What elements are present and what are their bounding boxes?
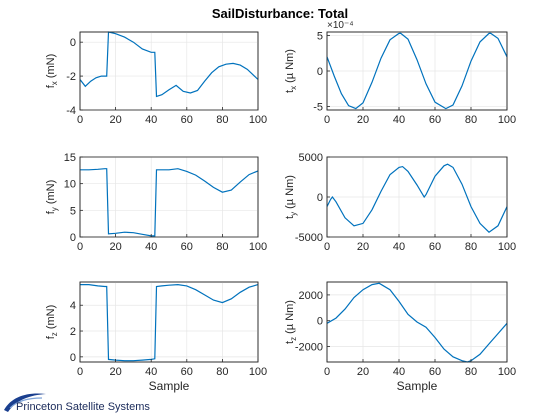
tick-label-y: 0: [70, 37, 76, 49]
exponent-label-tx: ×10⁻⁴: [327, 20, 354, 31]
tick-label-x: 0: [77, 114, 83, 126]
tick-label-x: 80: [465, 241, 477, 253]
subplot-fx: 0 20 40 60 80 100 -4 -2 0 fx (mN): [45, 31, 267, 126]
series-line-fy: [80, 168, 259, 237]
tick-label-x: 0: [324, 114, 330, 126]
tick-label-x: 80: [216, 241, 228, 253]
tick-label-y: 0: [317, 316, 323, 328]
tick-label-x: 40: [393, 241, 405, 253]
axes-frame-tz: [326, 281, 508, 363]
tick-label-x: 100: [249, 241, 267, 253]
ylabel-tz: tz (µ Nm): [284, 300, 298, 344]
tick-label-y: -5000: [295, 232, 323, 244]
tick-label-x: 80: [216, 114, 228, 126]
tick-label-y: 5000: [299, 152, 323, 164]
tick-label-x: 60: [181, 114, 193, 126]
tick-label-x: 100: [249, 366, 267, 378]
tick-label-x: 100: [249, 114, 267, 126]
series-line-fz: [80, 283, 259, 362]
tick-label-y: 15: [64, 152, 76, 164]
tick-label-y: -2: [66, 71, 76, 83]
tick-label-x: 20: [109, 241, 121, 253]
tick-label-y: 5: [70, 205, 76, 217]
tick-label-x: 60: [181, 241, 193, 253]
xlabel-fz: Sample: [149, 379, 190, 393]
axes-frame-fy: [79, 156, 259, 238]
axes-box-fz: [79, 281, 259, 363]
tick-label-x: 0: [77, 366, 83, 378]
subplot-fy: 0 20 40 60 80 100 0 5 10 15 fy (mN): [45, 152, 267, 253]
ylabel-ty: ty (µ Nm): [284, 175, 298, 219]
tick-label-x: 20: [109, 366, 121, 378]
tick-label-x: 60: [429, 114, 441, 126]
ylabel-tx: tx (µ Nm): [284, 49, 298, 93]
tick-label-x: 80: [216, 366, 228, 378]
subplot-fz: 0 20 40 60 80 100 0 2 4 fz (mN) Sample: [45, 281, 267, 393]
tick-label-y: 0: [317, 66, 323, 78]
company-logo-icon: [4, 393, 46, 412]
tick-label-y: -4: [66, 105, 76, 117]
tick-label-x: 100: [498, 366, 516, 378]
tick-label-x: 40: [393, 114, 405, 126]
tick-label-y: 2: [70, 326, 76, 338]
series-line-tz: [326, 282, 508, 363]
tick-label-x: 20: [109, 114, 121, 126]
tick-label-x: 40: [145, 114, 157, 126]
tick-label-x: 20: [357, 366, 369, 378]
tick-label-x: 0: [77, 241, 83, 253]
tick-label-y: -2000: [295, 342, 323, 354]
tick-label-x: 0: [324, 366, 330, 378]
tick-label-x: 80: [465, 114, 477, 126]
tick-label-x: 60: [181, 366, 193, 378]
axes-frame-fz: [79, 281, 259, 363]
tick-label-x: 40: [145, 366, 157, 378]
ylabel-fx: fx (mN): [45, 54, 59, 89]
tick-label-x: 20: [357, 241, 369, 253]
tick-label-x: 100: [498, 241, 516, 253]
tick-label-y: 0: [70, 352, 76, 364]
tick-label-y: 5: [317, 31, 323, 43]
xlabel-tz: Sample: [397, 379, 438, 393]
tick-label-y: -5: [313, 101, 323, 113]
series-line-tx: [326, 32, 508, 110]
tick-label-y: 0: [70, 232, 76, 244]
tick-label-y: 2000: [299, 290, 323, 302]
tick-label-y: 0: [317, 192, 323, 204]
tick-label-x: 60: [429, 241, 441, 253]
tick-label-y: 10: [64, 179, 76, 191]
axes-box-fx: [79, 31, 259, 111]
tick-label-x: 80: [465, 366, 477, 378]
series-line-fx: [79, 31, 259, 98]
tick-label-x: 20: [357, 114, 369, 126]
tick-label-x: 40: [145, 241, 157, 253]
figure-title: SailDisturbance: Total: [212, 6, 348, 21]
tick-label-x: 100: [498, 114, 516, 126]
series-line-ty: [326, 163, 508, 233]
tick-label-x: 0: [324, 241, 330, 253]
tick-label-x: 40: [393, 366, 405, 378]
company-name: Princeton Satellite Systems: [16, 401, 150, 413]
axes-frame-fx: [79, 31, 259, 111]
ylabel-fz: fz (mN): [45, 305, 59, 340]
tick-label-y: 4: [70, 300, 76, 312]
ylabel-fy: fy (mN): [45, 180, 59, 215]
tick-label-x: 60: [429, 366, 441, 378]
